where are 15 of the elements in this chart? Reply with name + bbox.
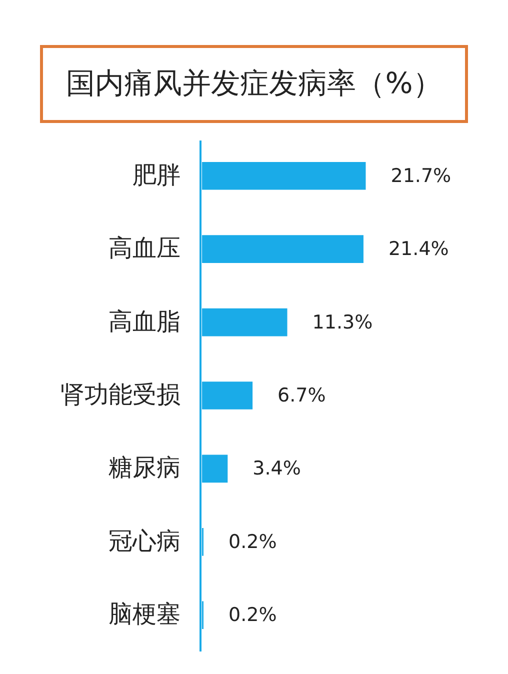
data-label: 21.7%: [390, 164, 452, 187]
chart-title: 国内痛风并发症发病率（%）: [40, 45, 468, 123]
data-label: 3.4%: [252, 458, 301, 480]
y-tick-label: 糖尿病: [108, 454, 180, 482]
data-label: 0.2%: [228, 604, 277, 626]
data-label: 21.4%: [388, 238, 449, 260]
data-label: 11.3%: [312, 311, 373, 334]
y-tick-label: 高血脂: [108, 307, 180, 336]
y-tick-label: 高血压: [108, 234, 180, 262]
data-label: 6.7%: [278, 384, 326, 406]
y-tick-label: 脑梗塞: [108, 600, 180, 628]
data-label: 0.2%: [228, 530, 277, 553]
y-tick-label: 冠心病: [108, 526, 180, 555]
y-tick-label: 肥胖: [132, 160, 180, 189]
y-tick-label: 肾功能受损: [60, 380, 180, 408]
